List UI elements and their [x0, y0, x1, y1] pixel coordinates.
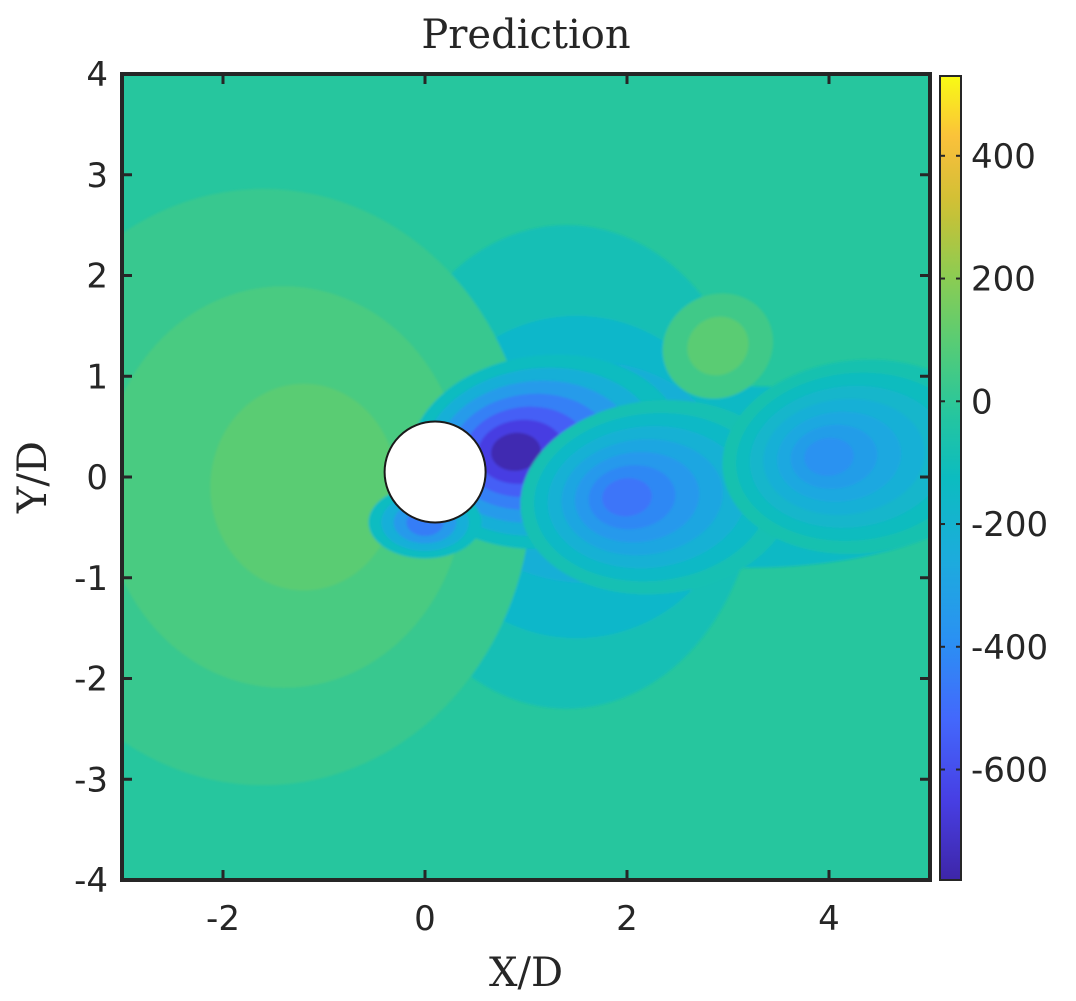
colorbar: 400 200 0 -200 -400 -600 [939, 75, 1048, 881]
y-tick-label: -2 [74, 660, 108, 700]
y-tick-label: -4 [74, 861, 108, 901]
contour-band [602, 478, 652, 517]
x-axis-label: X/D [489, 950, 563, 996]
contour-band [804, 437, 854, 476]
x-tick-label: 2 [616, 899, 638, 939]
contour-band [491, 432, 541, 471]
y-tick-label: 1 [86, 357, 108, 397]
x-tick-label: 4 [818, 899, 840, 939]
colorbar-gradient [940, 76, 961, 880]
colorbar-tick-label: -600 [971, 751, 1048, 791]
y-axis-ticks: -4 -3 -2 -1 0 1 2 3 4 [74, 55, 930, 901]
x-tick-label: 0 [414, 899, 436, 939]
y-tick-label: 4 [86, 55, 108, 95]
colorbar-tick-label: 200 [971, 260, 1036, 300]
contour-band [210, 383, 398, 591]
colorbar-tick-label: 0 [971, 382, 993, 422]
x-tick-label: -2 [206, 899, 240, 939]
contour-band [687, 316, 749, 376]
cylinder-obstacle [383, 420, 487, 524]
y-axis-label: Y/D [10, 441, 56, 514]
plot-area [122, 74, 930, 880]
y-tick-label: -1 [74, 559, 108, 599]
colorbar-tick-label: 400 [971, 137, 1036, 177]
x-axis-ticks: -2 0 2 4 [206, 74, 840, 939]
colorbar-tick-label: -400 [971, 628, 1048, 668]
colorbar-frame [939, 75, 962, 881]
y-tick-label: 0 [86, 458, 108, 498]
y-tick-label: 2 [86, 257, 108, 297]
y-tick-label: 3 [86, 156, 108, 196]
chart-title: Prediction [421, 12, 630, 58]
colorbar-ticks: 400 200 0 -200 -400 -600 [940, 137, 1048, 791]
y-tick-label: -3 [74, 760, 108, 800]
colorbar-tick-label: -200 [971, 505, 1048, 545]
